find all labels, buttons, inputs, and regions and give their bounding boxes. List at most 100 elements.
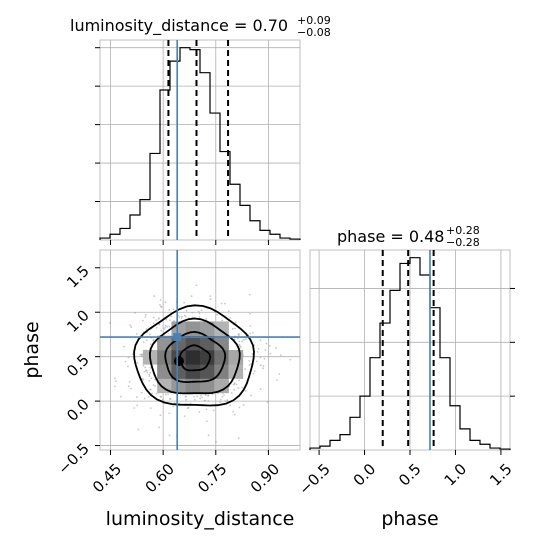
joint-truth-lines (100, 250, 300, 450)
scatter-point (216, 313, 218, 316)
scatter-point (198, 316, 201, 318)
scatter-point (168, 325, 171, 328)
scatter-point (252, 331, 254, 334)
scatter-point (249, 324, 252, 327)
scatter-point (165, 318, 168, 321)
scatter-point (209, 298, 212, 301)
scatter-point (142, 364, 145, 367)
scatter-point (249, 332, 252, 335)
scatter-point (259, 364, 262, 367)
scatter-point (263, 357, 266, 360)
scatter-point (232, 410, 235, 413)
scatter-point (250, 394, 252, 397)
density-cell (185, 350, 201, 365)
scatter-point (148, 373, 151, 376)
scatter-point (109, 321, 111, 324)
scatter-point (144, 366, 147, 369)
phase-quantile-lines (381, 250, 435, 450)
scatter-point (159, 414, 162, 417)
scatter-point (207, 395, 209, 397)
scatter-point (130, 326, 133, 328)
density-cell (185, 364, 201, 379)
lumdist-marginal-panel: luminosity_distance = 0.70 +0.09 −0.08 (70, 14, 331, 245)
scatter-point (256, 350, 259, 353)
scatter-point (198, 312, 201, 315)
scatter-point (266, 400, 269, 403)
scatter-point (124, 360, 127, 363)
phase-histogram (309, 257, 511, 450)
y-tick-label: 1.0 (63, 306, 93, 336)
scatter-point (130, 387, 132, 390)
scatter-point (195, 284, 198, 287)
joint-panel (95, 249, 301, 455)
scatter-point (238, 340, 241, 343)
scatter-point (249, 312, 251, 315)
scatter-point (127, 356, 130, 359)
scatter-point (220, 302, 223, 305)
scatter-point (120, 395, 122, 398)
density-cell (214, 378, 229, 394)
scatter-point (259, 388, 262, 391)
scatter-point (168, 412, 171, 415)
histogram-step-line (309, 257, 511, 450)
scatter-point (224, 400, 227, 402)
phase-marginal-ticks (318, 287, 515, 455)
scatter-point (148, 333, 151, 336)
scatter-point (201, 396, 203, 399)
scatter-point (262, 367, 265, 370)
scatter-point (259, 356, 262, 359)
scatter-point (155, 319, 158, 322)
density-cell (214, 335, 229, 351)
scatter-point (237, 334, 240, 337)
scatter-point (167, 393, 170, 396)
scatter-point (149, 371, 152, 374)
scatter-point (142, 341, 145, 344)
scatter-point (187, 406, 190, 409)
scatter-point (143, 397, 146, 400)
scatter-point (140, 391, 143, 394)
x-tick-label: 0.60 (142, 460, 178, 496)
scatter-point (203, 399, 206, 402)
x-axis-label-phase: phase (381, 508, 438, 530)
scatter-point (165, 393, 167, 396)
scatter-point (209, 295, 212, 298)
scatter-point (141, 319, 144, 322)
scatter-point (137, 428, 140, 431)
scatter-point (155, 326, 158, 329)
scatter-point (252, 372, 255, 375)
scatter-point (235, 383, 238, 386)
density-cell (214, 350, 229, 365)
joint-ticks (95, 267, 269, 455)
joint-frame (99, 249, 301, 451)
scatter-point (129, 324, 132, 327)
scatter-point (196, 395, 199, 398)
scatter-point (211, 393, 214, 396)
scatter-point (152, 384, 155, 386)
x-tick-label: 0.5 (395, 460, 425, 490)
scatter-point (204, 394, 207, 397)
scatter-point (143, 370, 146, 373)
scatter-point (207, 399, 210, 402)
scatter-point (212, 409, 215, 412)
lumdist-marginal-ticks (95, 47, 269, 245)
scatter-point (185, 395, 187, 398)
density-cell (214, 321, 229, 337)
scatter-point (184, 315, 187, 318)
scatter-point (262, 364, 265, 367)
scatter-point (223, 394, 225, 397)
contour-line (133, 304, 255, 407)
scatter-point (144, 316, 147, 319)
scatter-point (154, 378, 157, 381)
x-tick-label: −0.5 (295, 460, 333, 498)
scatter-point (158, 323, 161, 326)
x-axis-label-lumdist: luminosity_distance (106, 508, 295, 530)
scatter-point (168, 308, 171, 311)
scatter-point (160, 330, 163, 332)
scatter-point (136, 361, 139, 364)
scatter-point (230, 391, 233, 394)
scatter-point (113, 385, 116, 388)
scatter-point (168, 319, 171, 322)
scatter-point (152, 322, 155, 325)
scatter-point (164, 301, 167, 304)
